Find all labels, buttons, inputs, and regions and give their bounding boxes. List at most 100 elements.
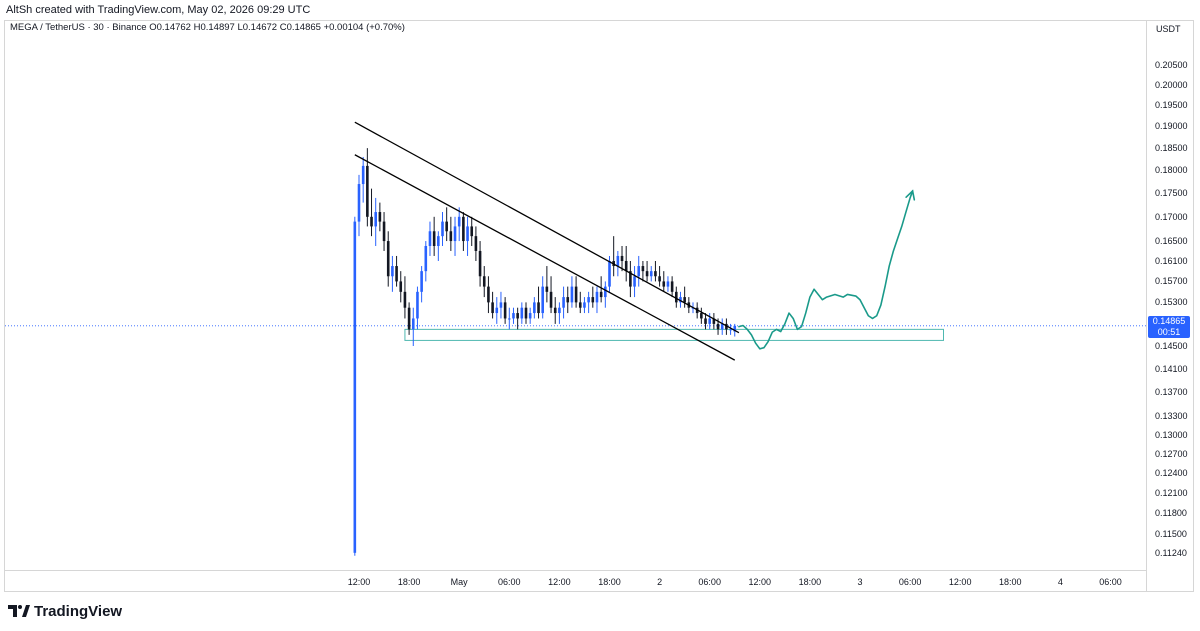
candle-body — [407, 307, 411, 330]
price-tick-label: 0.11500 — [1155, 529, 1187, 540]
candle — [641, 260, 645, 282]
candle-body — [549, 291, 553, 308]
candle-body — [570, 286, 574, 303]
price-tick-label: 0.20000 — [1155, 79, 1188, 90]
candle-body — [633, 276, 636, 287]
candle-body — [616, 255, 620, 267]
candle — [482, 266, 486, 298]
candle — [558, 302, 561, 324]
price-tick-label: 0.14100 — [1155, 363, 1188, 374]
candle-body — [679, 297, 682, 303]
candle-body — [366, 165, 369, 217]
candle-body — [729, 329, 732, 331]
candle-body — [733, 325, 737, 332]
support-zone-group — [404, 328, 944, 341]
price-tick-label: 0.17000 — [1155, 211, 1188, 222]
close-value: C0.14865 — [279, 22, 321, 33]
candle-body — [428, 231, 432, 246]
candle — [374, 197, 377, 246]
candle — [420, 266, 423, 303]
candle-body — [512, 313, 515, 319]
candle — [474, 226, 478, 261]
time-tick-label: 4 — [1057, 577, 1063, 587]
candle-body — [411, 318, 415, 330]
candle — [391, 255, 394, 292]
candle-body — [370, 216, 373, 227]
candle-body — [353, 221, 357, 553]
price-tick-label: 0.18000 — [1155, 165, 1188, 176]
candle-body — [583, 302, 586, 308]
price-tick-label: 0.18500 — [1155, 143, 1188, 154]
candle — [491, 291, 494, 319]
candle — [466, 216, 469, 256]
time-tick-label: 12:00 — [948, 577, 972, 587]
projection-group — [738, 189, 916, 350]
symbol-label[interactable]: MEGA / TetherUS · 30 · Binance — [10, 22, 147, 33]
candle — [670, 276, 674, 298]
price-tick-label: 0.19500 — [1155, 100, 1188, 111]
candle-body — [516, 313, 519, 319]
candle — [541, 276, 544, 319]
candle — [549, 276, 553, 314]
candle — [662, 271, 666, 292]
candle-body — [453, 226, 457, 242]
candle — [382, 212, 386, 251]
candle-body — [528, 313, 532, 319]
candle — [633, 266, 636, 298]
price-unit-label[interactable]: USDT — [1156, 24, 1181, 34]
candle-body — [608, 260, 611, 287]
candle-body — [441, 221, 444, 237]
candle-body — [604, 286, 607, 298]
candle — [528, 307, 532, 324]
candle — [424, 241, 428, 282]
candle-body — [424, 245, 428, 272]
candle — [595, 286, 599, 314]
price-tick-label: 0.11240 — [1155, 547, 1187, 558]
candle-body — [416, 291, 419, 319]
candle — [658, 266, 661, 287]
candle-body — [395, 266, 398, 282]
candle — [357, 174, 361, 237]
candle-body — [558, 307, 561, 314]
candle-body — [399, 281, 403, 292]
candle — [562, 286, 565, 319]
candle — [386, 231, 390, 287]
candle-body — [449, 231, 453, 242]
candle-body — [578, 302, 582, 308]
candle — [361, 156, 365, 203]
current-price-badge: 0.14865 00:51 — [1148, 316, 1190, 338]
candle — [353, 216, 357, 556]
candle — [720, 318, 724, 335]
tradingview-logo[interactable]: TradingView — [8, 601, 122, 621]
candle — [725, 318, 728, 335]
candle — [457, 207, 461, 242]
candle — [553, 297, 557, 324]
candle — [487, 276, 490, 314]
candle — [478, 241, 482, 287]
candle-body — [533, 302, 536, 314]
candles-group — [353, 148, 737, 556]
candle — [399, 271, 403, 303]
candle-body — [478, 250, 482, 277]
open-value: O0.14762 — [149, 22, 191, 33]
candle-body — [562, 297, 565, 308]
candle-body — [708, 318, 711, 324]
candle — [378, 202, 382, 232]
price-axis-separator — [1146, 20, 1147, 592]
candle — [570, 276, 574, 308]
candle-body — [495, 307, 499, 314]
time-tick-label: 12:00 — [548, 577, 571, 587]
candle — [520, 302, 524, 324]
candle-body — [654, 271, 657, 277]
price-tick-label: 0.11800 — [1155, 508, 1187, 519]
candle — [533, 297, 536, 319]
projection-arrowhead — [905, 189, 916, 201]
candle — [645, 260, 649, 282]
candle — [512, 307, 515, 324]
candle-body — [503, 302, 507, 319]
candle — [700, 307, 703, 324]
candle-body — [432, 231, 436, 246]
candle — [428, 221, 432, 256]
candle — [370, 188, 373, 237]
